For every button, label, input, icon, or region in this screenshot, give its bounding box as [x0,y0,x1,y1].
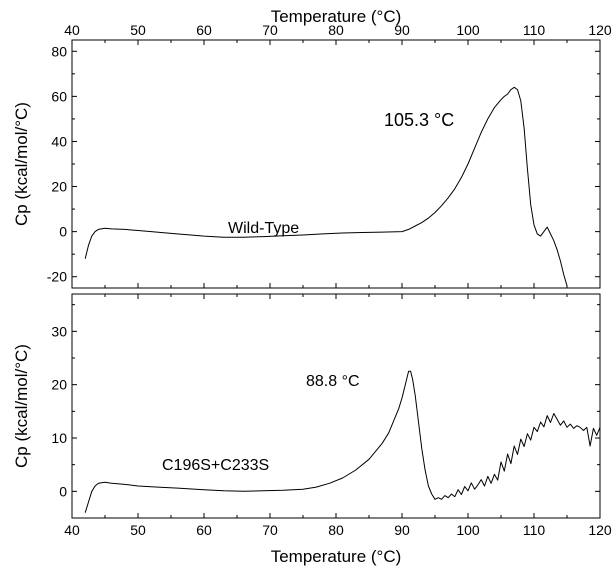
bottom-x-tick-label: 40 [64,522,80,538]
top-y-axis-title: Cp (kcal/mol/°C) [12,102,31,226]
wild-type-trace [84,86,568,286]
bottom-x-tick-label: 60 [196,522,212,538]
top-x-axis-title: Temperature (°C) [271,7,402,26]
top-x-tick-label: 80 [328,22,344,38]
top-x-ticks: 40 50 60 70 80 90 100 110 120 [64,22,612,288]
wild-type-peak-label: 105.3 °C [384,110,454,130]
bottom-x-tick-label: 100 [456,522,480,538]
top-x-tick-label: 120 [588,22,612,38]
top-y-tick-label: 0 [59,224,67,240]
bottom-x-tick-label: 70 [262,522,278,538]
top-y-tick-label: 60 [51,88,67,104]
bottom-x-ticks: 40 50 60 70 80 90 100 110 120 [64,294,612,538]
bottom-y-tick-label: 20 [51,377,67,393]
bottom-panel-frame [71,293,601,519]
top-y-ticks: -20 0 20 40 60 80 [47,43,600,285]
wild-type-trace-label: Wild-Type [228,220,299,237]
bottom-y-tick-label: 0 [59,483,67,499]
top-x-tick-label: 60 [196,22,212,38]
top-x-tick-label: 90 [394,22,410,38]
top-panel: 40 50 60 70 80 90 100 110 120 -20 0 20 40 60 80 Tempe… [12,7,612,289]
top-y-tick-label: 20 [51,179,67,195]
bottom-x-tick-label: 90 [394,522,410,538]
top-x-tick-label: 50 [130,22,146,38]
top-y-tick-label: 40 [51,133,67,149]
top-x-tick-label: 70 [262,22,278,38]
mutant-peak-label: 88.8 °C [306,373,360,390]
top-y-tick-label: -20 [47,269,67,285]
mutant-trace [84,370,601,513]
bottom-x-tick-label: 120 [588,522,612,538]
mutant-trace-label: C196S+C233S [162,457,269,474]
top-x-tick-label: 110 [523,22,546,38]
bottom-y-axis-title: Cp (kcal/mol/°C) [12,344,31,468]
bottom-x-tick-label: 80 [328,522,344,538]
bottom-y-ticks: 0 10 20 30 [51,304,600,519]
bottom-y-tick-label: 30 [51,323,67,339]
bottom-y-tick-label: 10 [51,430,67,446]
top-x-tick-label: 40 [64,22,80,38]
bottom-x-tick-label: 50 [130,522,146,538]
bottom-x-tick-label: 110 [523,522,546,538]
bottom-panel: 40 50 60 70 80 90 100 110 120 0 10 20 30 Temperatur… [12,293,612,566]
bottom-x-axis-title: Temperature (°C) [271,547,402,566]
top-panel-frame [71,39,601,289]
top-y-tick-label: 80 [51,43,67,59]
top-x-tick-label: 100 [456,22,480,38]
